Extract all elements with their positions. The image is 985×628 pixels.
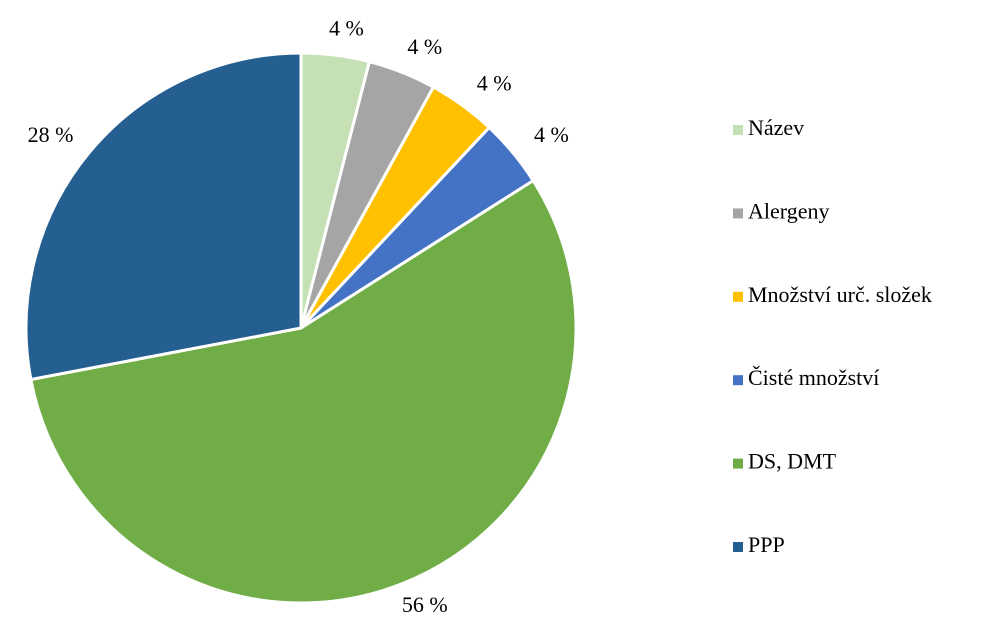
legend-swatch — [733, 208, 743, 219]
legend-label: PPP — [748, 532, 785, 557]
pie-slice — [24, 51, 303, 382]
data-label: 56 % — [402, 592, 448, 617]
legend-swatch — [733, 125, 743, 135]
data-label: 4 % — [534, 122, 569, 147]
legend-swatch — [733, 375, 743, 386]
data-label: 4 % — [477, 70, 512, 95]
data-label: 28 % — [28, 122, 74, 147]
data-label: 4 % — [329, 15, 364, 40]
data-label: 4 % — [407, 34, 442, 59]
legend-label: Čisté množství — [748, 365, 879, 390]
legend-label: Název — [748, 115, 804, 140]
legend-label: Alergeny — [748, 198, 829, 223]
legend-swatch — [733, 542, 743, 552]
pie-slice — [29, 178, 578, 605]
legend-label: DS, DMT — [748, 449, 837, 474]
legend-swatch — [733, 458, 743, 469]
legend-swatch — [733, 291, 743, 302]
legend-label: Množství urč. složek — [748, 282, 932, 307]
